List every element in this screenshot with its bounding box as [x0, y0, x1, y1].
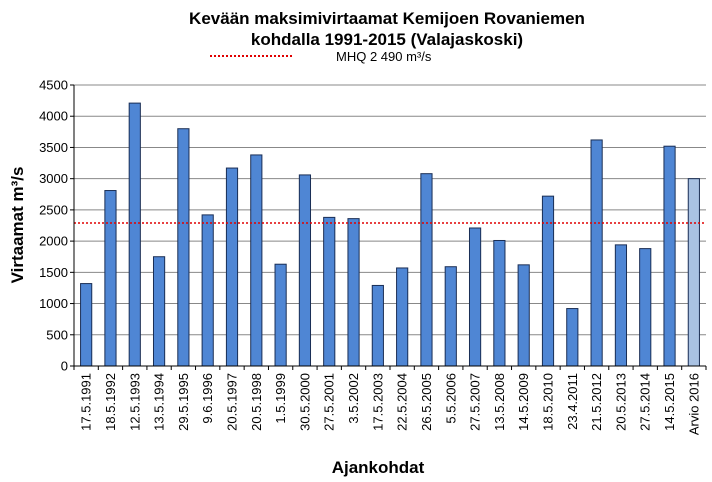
x-tick-label: 1.5.1999 — [273, 373, 288, 424]
y-tick-label: 500 — [46, 327, 68, 342]
bars — [80, 102, 700, 367]
y-tick-label: 1500 — [39, 265, 68, 280]
x-tick-label: 12.5.1993 — [127, 373, 142, 431]
y-tick-label: 3000 — [39, 171, 68, 186]
bar — [347, 218, 360, 367]
y-tick-label: 2000 — [39, 234, 68, 249]
bar — [274, 263, 287, 367]
y-tick-label: 3500 — [39, 140, 68, 155]
x-tick-label: 13.5.1994 — [152, 373, 167, 431]
bar — [566, 308, 579, 367]
bar — [152, 256, 166, 367]
bar — [396, 267, 409, 367]
x-tick-label: 29.5.1995 — [176, 373, 191, 431]
y-tick-label: 1000 — [39, 296, 68, 311]
bar — [614, 244, 628, 367]
bar — [420, 173, 433, 367]
y-tick-label: 4000 — [39, 109, 68, 124]
x-tick-label: 17.5.1991 — [79, 373, 94, 431]
x-tick-label: 17.5.2003 — [370, 373, 385, 431]
bar — [250, 154, 263, 367]
legend-label: MHQ 2 490 m³/s — [336, 49, 432, 64]
bar — [517, 264, 530, 367]
bar — [80, 283, 93, 367]
x-tick-label: 9.6.1996 — [200, 373, 215, 424]
x-tick-label: 20.5.1997 — [225, 373, 240, 431]
x-tick-label: 27.5.2014 — [638, 373, 653, 431]
x-axis-label: Ajankohdat — [332, 458, 425, 477]
y-tick-label: 4500 — [39, 78, 68, 93]
bar — [201, 214, 214, 367]
bar — [177, 128, 190, 367]
bar-estimate — [687, 178, 700, 367]
bar — [590, 139, 603, 367]
x-tick-label: 5.5.2006 — [443, 373, 458, 424]
x-tick-label: 21.5.2012 — [589, 373, 604, 431]
bar — [298, 174, 312, 367]
bar — [468, 227, 482, 367]
x-tick-label: 18.5.1992 — [103, 373, 118, 431]
x-tick-label: 20.5.2013 — [613, 373, 628, 431]
x-tick-label: Arvio 2016 — [686, 373, 701, 435]
bar — [371, 284, 384, 367]
bar — [444, 266, 457, 367]
y-tick-labels: 0 500 1000 1500 2000 2500 3000 3500 4000 4500 — [39, 78, 68, 374]
x-tick-label: 22.5.2004 — [395, 373, 410, 431]
x-tick-label: 13.5.2008 — [492, 373, 507, 431]
chart-title-line-2: kohdalla 1991-2015 (Valajaskoski) — [251, 30, 523, 49]
axes — [70, 84, 707, 370]
bar — [663, 145, 676, 367]
y-tick-label: 0 — [61, 359, 68, 374]
y-tick-label: 2500 — [39, 202, 68, 217]
x-tick-label: 27.5.2001 — [322, 373, 337, 431]
x-tick-label: 30.5.2000 — [297, 373, 312, 431]
y-axis-label: Virtaamat m³/s — [8, 167, 27, 284]
x-tick-label: 26.5.2005 — [419, 373, 434, 431]
x-tick-label: 14.5.2009 — [516, 373, 531, 431]
bar — [128, 102, 141, 367]
x-tick-label: 18.5.2010 — [541, 373, 556, 431]
bar — [225, 167, 239, 367]
bar — [639, 248, 652, 367]
x-tick-label: 27.5.2007 — [468, 373, 483, 431]
x-tick-label: 23.4.2011 — [565, 373, 580, 430]
bar — [104, 190, 117, 367]
bar — [541, 195, 555, 367]
chart-title-line-1: Kevään maksimivirtaamat Kemijoen Rovanie… — [189, 9, 585, 28]
bar — [493, 239, 506, 367]
x-tick-label: 14.5.2015 — [662, 373, 677, 431]
x-tick-label: 3.5.2002 — [346, 373, 361, 424]
grid-lines — [74, 84, 706, 336]
x-tick-label: 20.5.1998 — [249, 373, 264, 431]
bar — [323, 216, 336, 367]
x-tick-labels: 17.5.1991 18.5.1992 12.5.1993 13.5.1994 29.5… — [79, 373, 702, 435]
